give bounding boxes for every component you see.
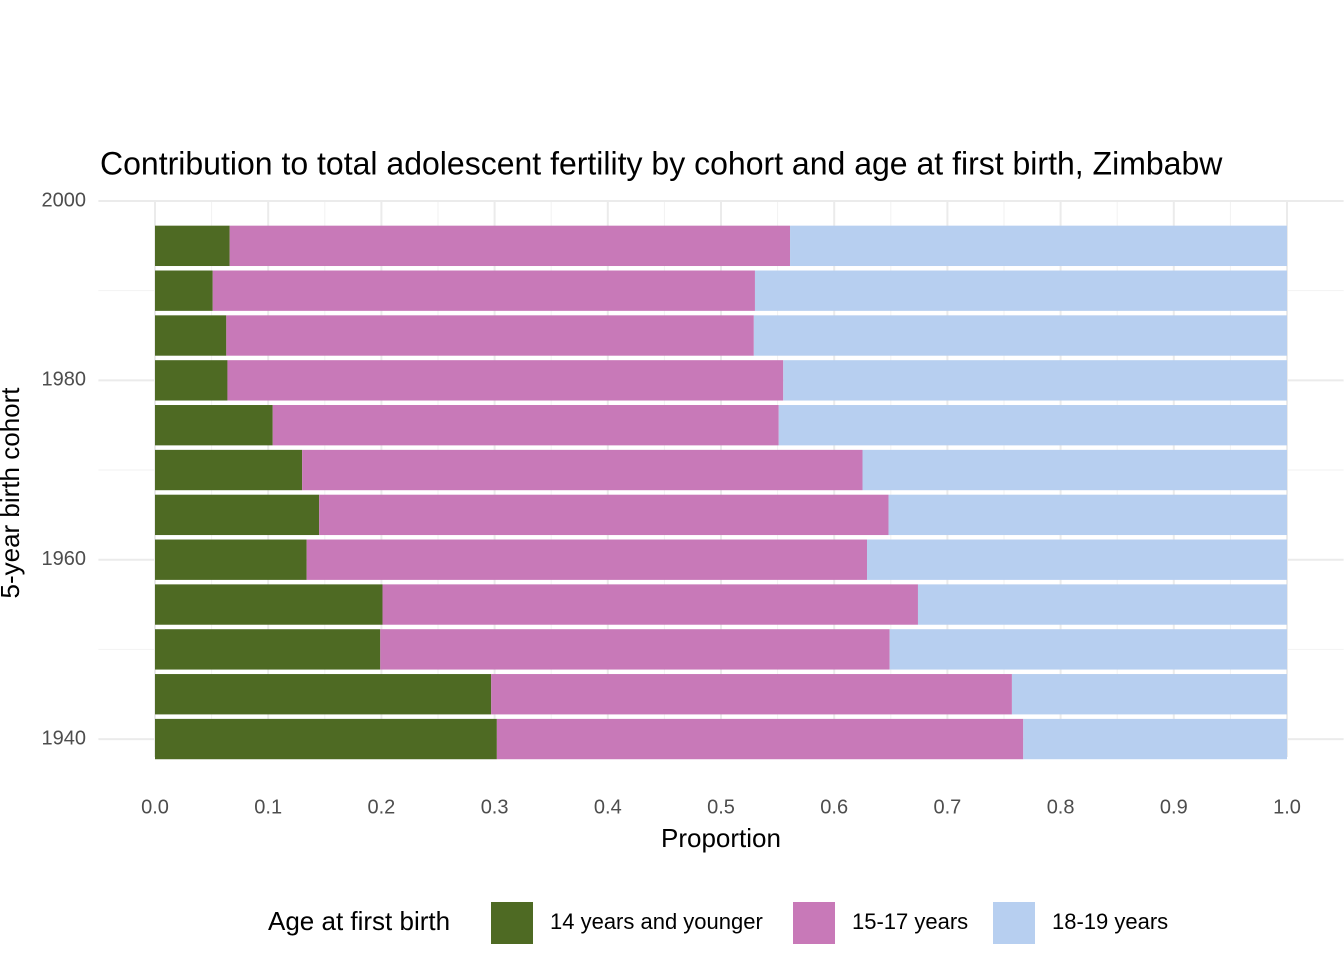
x-tick-label: 0.3 [481,796,509,818]
bar [790,225,1287,267]
bar [1023,718,1287,760]
x-tick-label: 0.8 [1047,796,1075,818]
bar [380,629,890,670]
x-tick-label: 0.1 [254,796,282,818]
legend-label: 15-17 years [852,909,968,934]
x-tick-label: 0.2 [367,796,395,818]
bar [155,718,497,760]
bar [753,315,1287,356]
bar [155,270,213,311]
bar [212,270,755,311]
bar [272,405,779,446]
bar [155,629,381,670]
bar [155,449,303,491]
bar [319,494,889,536]
bar [306,539,868,580]
bar [302,449,863,491]
x-tick-label: 0.4 [594,796,622,818]
legend-swatch [993,902,1035,944]
bar [155,360,228,401]
x-tick-label: 1.0 [1273,796,1301,818]
bar [888,494,1287,536]
legend-title: Age at first birth [268,906,450,936]
bar [496,718,1024,760]
y-axis-label: 5-year birth cohort [0,387,25,599]
bar [155,405,273,446]
x-tick-label: 0.9 [1160,796,1188,818]
x-tick-label: 0.6 [820,796,848,818]
bar [229,225,791,267]
y-tick-label: 2000 [42,189,87,211]
x-tick-label: 0.5 [707,796,735,818]
bar [754,270,1287,311]
y-tick-label: 1980 [42,369,87,391]
bar [917,584,1287,625]
bar [155,584,383,625]
bar [382,584,918,625]
bar [783,360,1287,401]
y-tick-label: 1940 [42,727,87,749]
legend-swatch [793,902,835,944]
x-tick-label: 0.7 [933,796,961,818]
y-tick-label: 1960 [42,548,87,570]
bar [155,315,227,356]
bar [155,539,307,580]
x-axis-label: Proportion [661,823,781,853]
bar [1011,674,1287,715]
bar [226,315,754,356]
bar [155,674,492,715]
bar [491,674,1012,715]
legend-swatch [491,902,533,944]
bar [155,494,320,536]
bar [227,360,784,401]
bar [862,449,1287,491]
bar [778,405,1287,446]
x-tick-label: 0.0 [141,796,169,818]
bar [889,629,1287,670]
chart-title: Contribution to total adolescent fertili… [100,145,1223,181]
bar [867,539,1287,580]
bar [155,225,230,267]
legend-label: 18-19 years [1052,909,1168,934]
legend-label: 14 years and younger [550,909,763,934]
